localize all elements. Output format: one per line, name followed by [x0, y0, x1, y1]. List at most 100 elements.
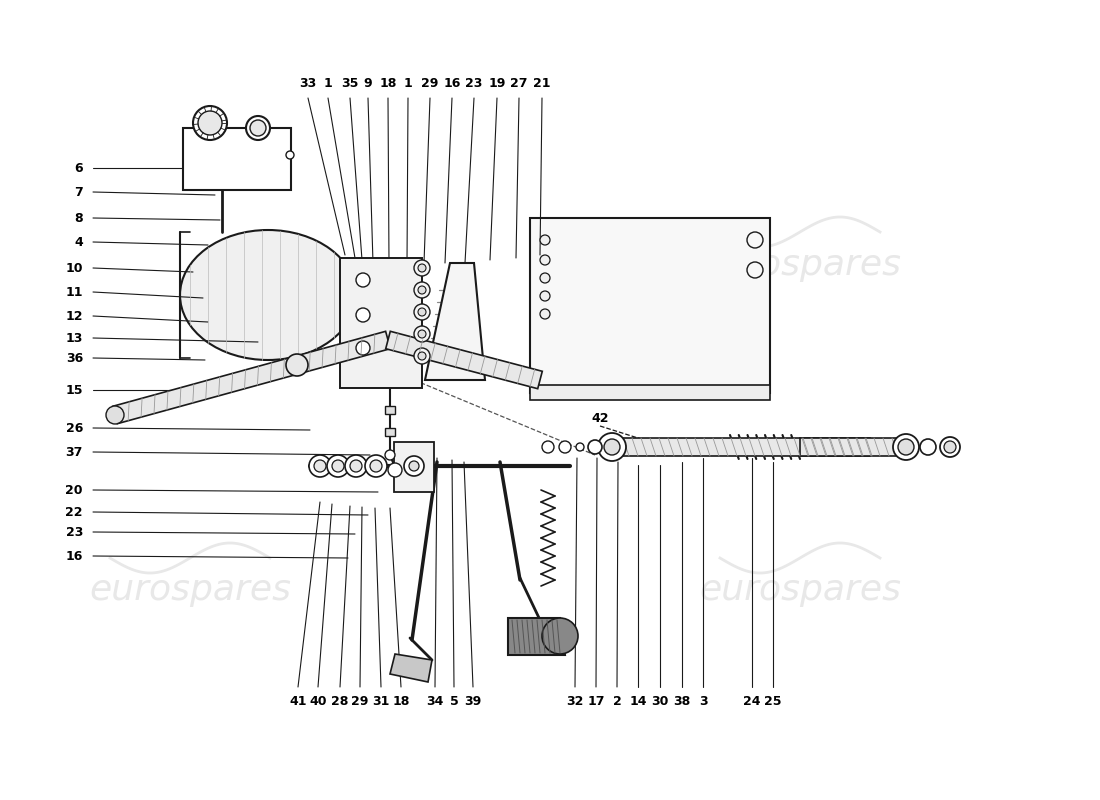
- Bar: [385, 428, 395, 436]
- Text: 12: 12: [66, 310, 82, 322]
- Circle shape: [944, 441, 956, 453]
- Circle shape: [350, 460, 362, 472]
- Text: 9: 9: [364, 77, 372, 90]
- Circle shape: [418, 286, 426, 294]
- Circle shape: [250, 120, 266, 136]
- Text: 11: 11: [66, 286, 82, 298]
- Bar: [385, 406, 395, 414]
- Circle shape: [356, 273, 370, 287]
- Text: 30: 30: [651, 695, 669, 708]
- Text: 42: 42: [592, 411, 608, 425]
- Text: 25: 25: [764, 695, 782, 708]
- Text: 2: 2: [613, 695, 621, 708]
- Text: 40: 40: [309, 695, 327, 708]
- Text: eurospares: eurospares: [89, 573, 292, 607]
- Polygon shape: [386, 331, 542, 389]
- Text: 36: 36: [66, 351, 82, 365]
- Text: 39: 39: [464, 695, 482, 708]
- Text: 21: 21: [534, 77, 551, 90]
- Bar: [183, 128, 292, 190]
- Text: 29: 29: [421, 77, 439, 90]
- Circle shape: [365, 455, 387, 477]
- Circle shape: [414, 326, 430, 342]
- Circle shape: [598, 433, 626, 461]
- Circle shape: [314, 460, 326, 472]
- Circle shape: [418, 330, 426, 338]
- Text: 1: 1: [323, 77, 332, 90]
- Circle shape: [345, 455, 367, 477]
- Text: 8: 8: [75, 211, 82, 225]
- Circle shape: [747, 262, 763, 278]
- Circle shape: [356, 308, 370, 322]
- Text: 31: 31: [372, 695, 389, 708]
- Circle shape: [540, 309, 550, 319]
- Circle shape: [332, 460, 344, 472]
- Text: 15: 15: [66, 383, 82, 397]
- Text: 26: 26: [66, 422, 82, 434]
- Text: 19: 19: [488, 77, 506, 90]
- Circle shape: [414, 282, 430, 298]
- Text: 32: 32: [566, 695, 584, 708]
- Text: 4: 4: [75, 235, 82, 249]
- Circle shape: [540, 273, 550, 283]
- Circle shape: [940, 437, 960, 457]
- Text: 1: 1: [404, 77, 412, 90]
- Text: 16: 16: [443, 77, 461, 90]
- Text: 18: 18: [379, 77, 397, 90]
- Bar: [530, 218, 770, 393]
- Text: 13: 13: [66, 331, 82, 345]
- Circle shape: [414, 304, 430, 320]
- Text: 27: 27: [510, 77, 528, 90]
- Circle shape: [286, 354, 308, 376]
- Text: 38: 38: [673, 695, 691, 708]
- Polygon shape: [390, 654, 432, 682]
- Circle shape: [418, 352, 426, 360]
- Circle shape: [542, 618, 578, 654]
- Circle shape: [404, 456, 424, 476]
- Bar: [394, 442, 435, 492]
- Circle shape: [286, 151, 294, 159]
- Text: 23: 23: [66, 526, 82, 538]
- Circle shape: [385, 450, 395, 460]
- Circle shape: [409, 461, 419, 471]
- Circle shape: [414, 348, 430, 364]
- Text: eurospares: eurospares: [698, 248, 901, 282]
- Text: 29: 29: [351, 695, 369, 708]
- Text: 14: 14: [629, 695, 647, 708]
- Circle shape: [747, 232, 763, 248]
- Circle shape: [418, 308, 426, 316]
- Circle shape: [542, 441, 554, 453]
- Text: 10: 10: [66, 262, 82, 274]
- Text: 17: 17: [587, 695, 605, 708]
- Text: 24: 24: [744, 695, 761, 708]
- Circle shape: [370, 460, 382, 472]
- Circle shape: [540, 291, 550, 301]
- Circle shape: [327, 455, 349, 477]
- Text: 34: 34: [427, 695, 443, 708]
- Circle shape: [893, 434, 918, 460]
- Text: 28: 28: [331, 695, 349, 708]
- Circle shape: [192, 106, 227, 140]
- Circle shape: [898, 439, 914, 455]
- Text: 16: 16: [66, 550, 82, 562]
- Circle shape: [576, 443, 584, 451]
- Text: 33: 33: [299, 77, 317, 90]
- Polygon shape: [425, 263, 485, 380]
- Circle shape: [604, 439, 620, 455]
- Circle shape: [309, 455, 331, 477]
- Text: 3: 3: [698, 695, 707, 708]
- Text: 20: 20: [66, 483, 82, 497]
- Text: 22: 22: [66, 506, 82, 518]
- Polygon shape: [112, 331, 390, 424]
- Bar: [612, 438, 870, 456]
- Circle shape: [414, 260, 430, 276]
- Text: 35: 35: [341, 77, 359, 90]
- Circle shape: [540, 235, 550, 245]
- Text: 6: 6: [75, 162, 82, 174]
- Circle shape: [106, 406, 124, 424]
- Text: 18: 18: [393, 695, 409, 708]
- Circle shape: [388, 463, 401, 477]
- Text: 37: 37: [66, 446, 82, 458]
- Text: eurospares: eurospares: [698, 573, 901, 607]
- Text: 5: 5: [450, 695, 459, 708]
